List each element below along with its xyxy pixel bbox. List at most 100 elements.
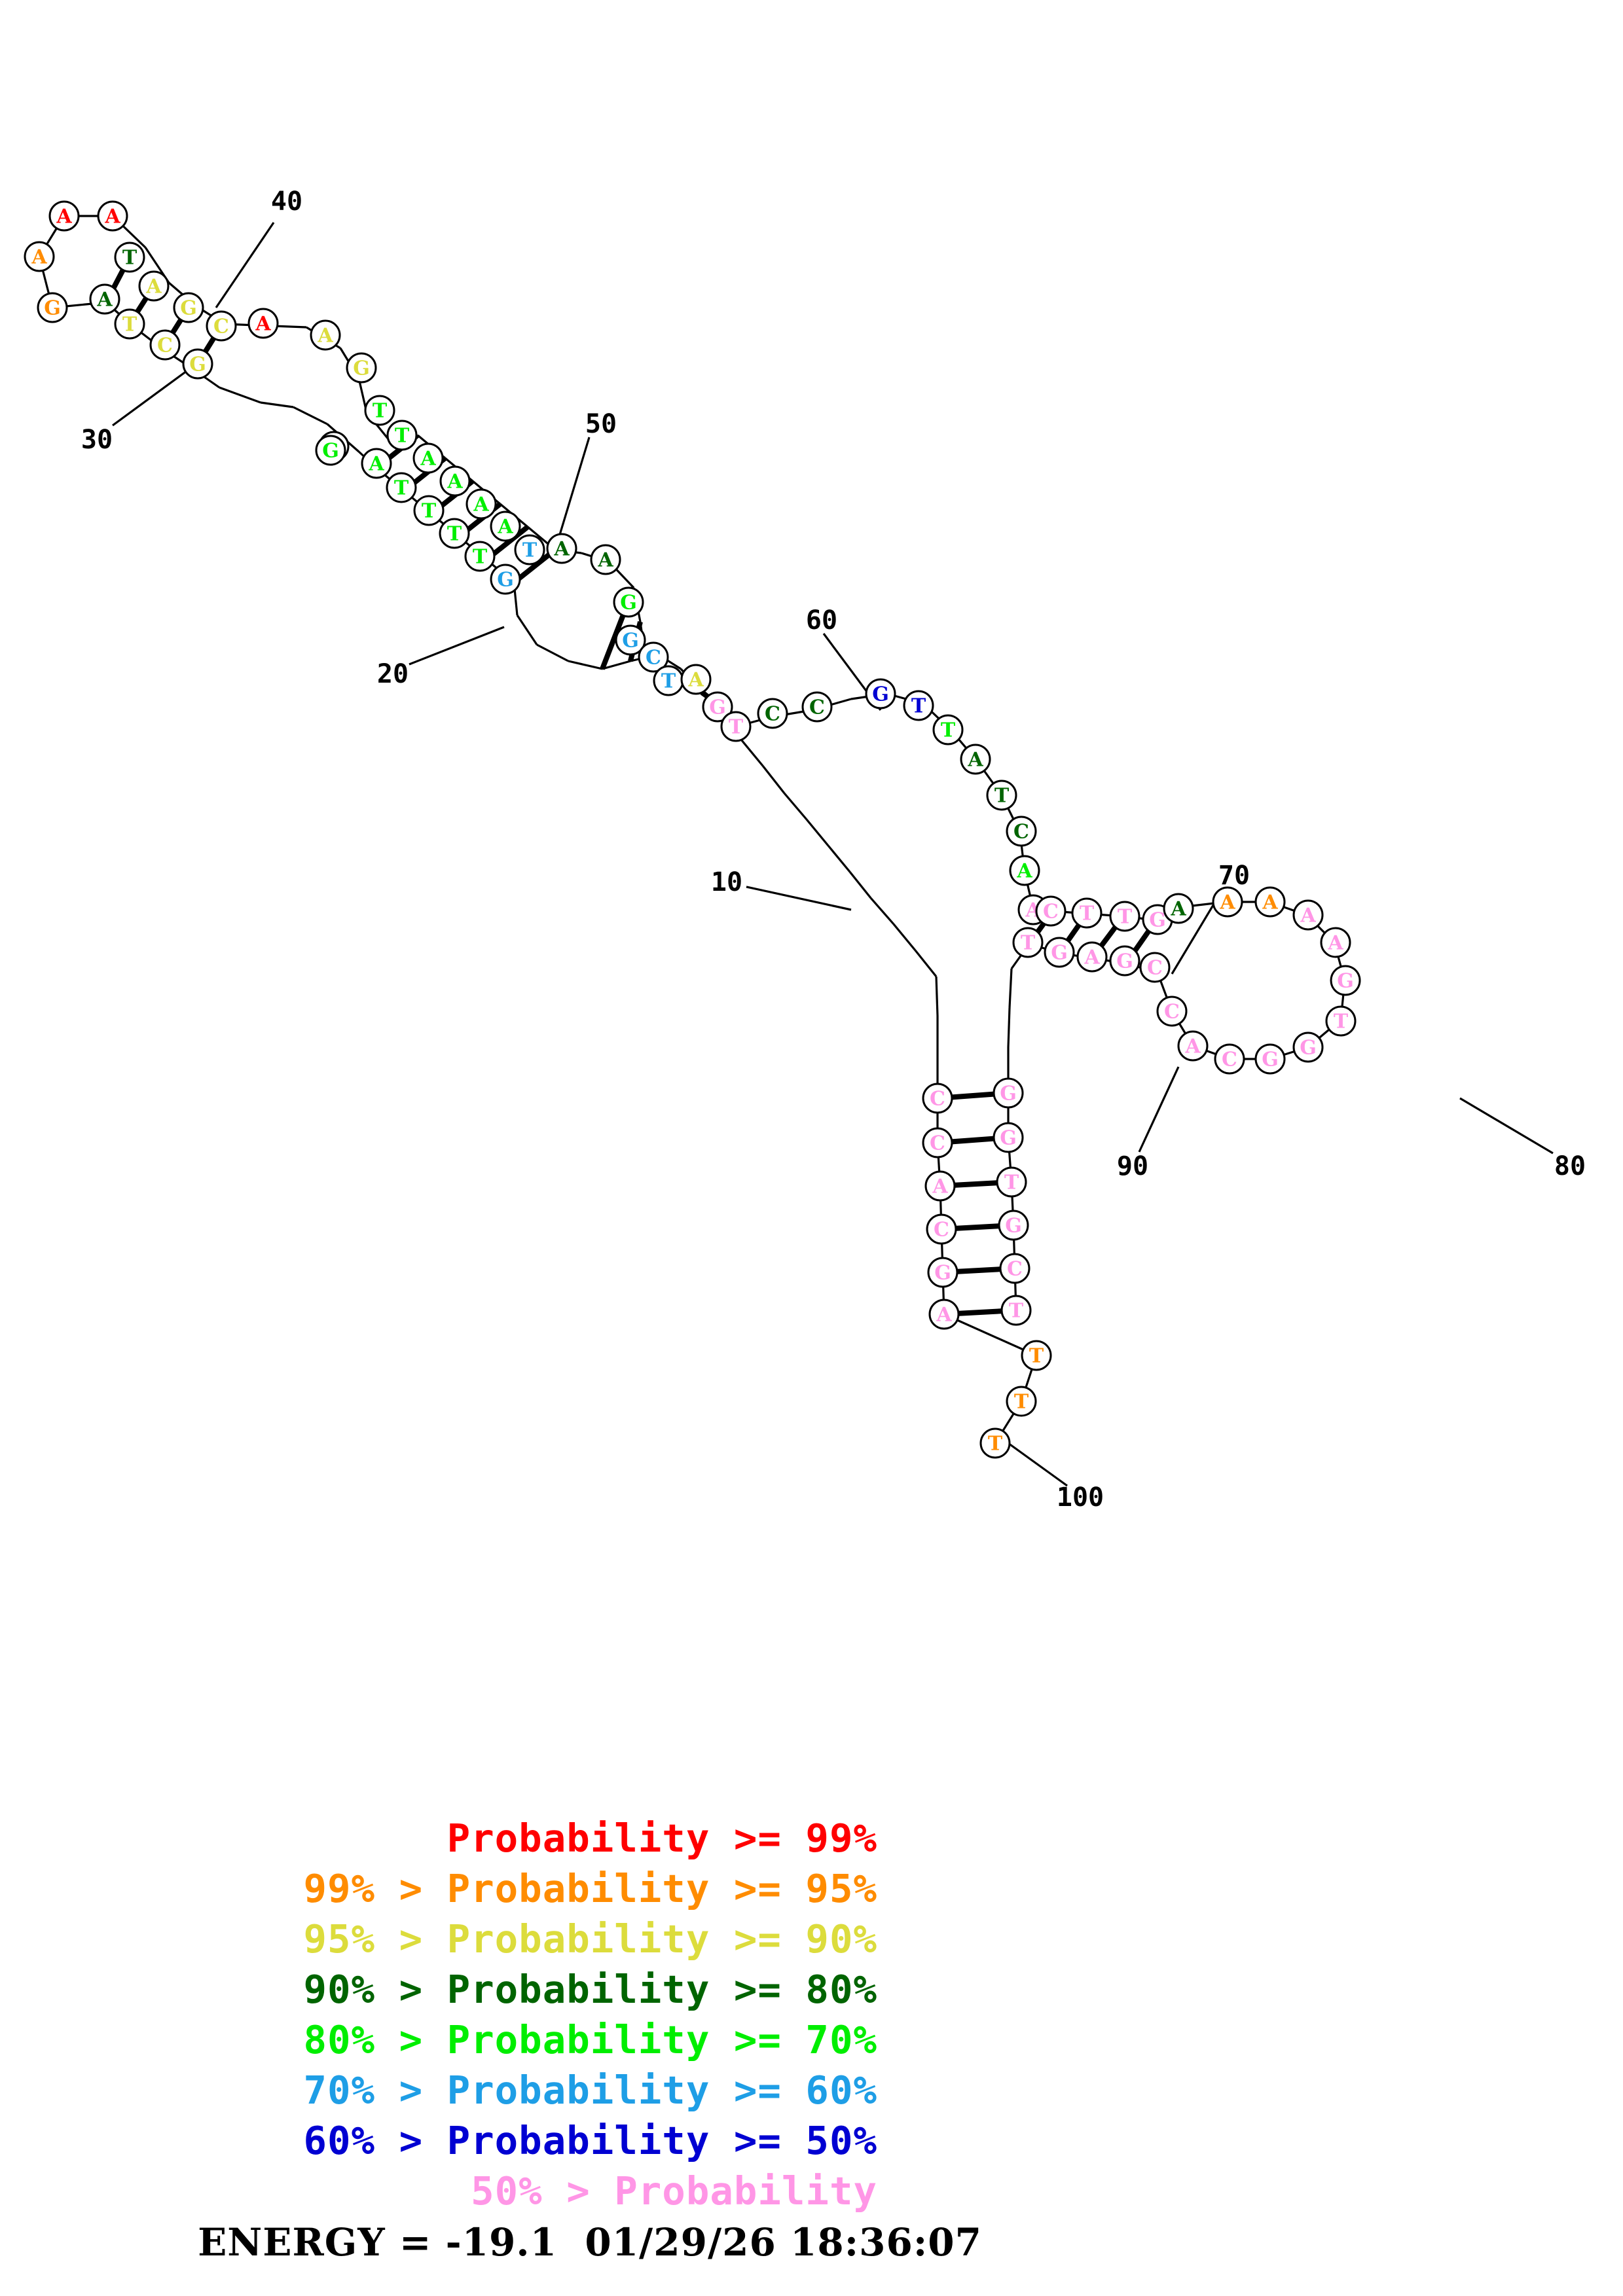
- nucleotide: A: [1163, 893, 1194, 924]
- nucleotide: T: [386, 472, 417, 503]
- nucleotide: C: [149, 329, 181, 361]
- nucleotide-circle: [89, 283, 120, 315]
- nucleotide-circle: [590, 544, 621, 575]
- nucleotide: A: [590, 544, 621, 575]
- nucleotide-letter: T: [1029, 1345, 1044, 1368]
- nucleotide: T: [1325, 1005, 1357, 1037]
- nucleotide: T: [1071, 897, 1103, 929]
- nucleotide-circle: [996, 1166, 1027, 1198]
- nucleotide-circle: [922, 1127, 953, 1158]
- nucleotide-letter: C: [930, 1132, 945, 1155]
- nucleotide: T: [1021, 1340, 1052, 1371]
- position-label: 20: [377, 659, 409, 689]
- nucleotide-letter: C: [1043, 901, 1059, 924]
- nucleotide: T: [514, 534, 545, 565]
- backbone-link: [602, 660, 631, 670]
- nucleotide: G: [993, 1077, 1024, 1109]
- nucleotide-letter: C: [646, 647, 661, 670]
- nucleotide-letter: A: [553, 538, 570, 561]
- nucleotide-letter: T: [122, 314, 137, 336]
- nucleotide: T: [1109, 901, 1140, 932]
- backbone-link: [293, 406, 328, 425]
- backbone-link: [219, 386, 261, 404]
- nucleotide-letter: G: [1051, 942, 1068, 965]
- nucleotide-circle: [114, 308, 145, 340]
- nucleotide-circle: [638, 641, 669, 673]
- nucleotide-letter: G: [620, 592, 637, 615]
- nucleotide: C: [801, 691, 833, 723]
- nucleotide-circle: [1163, 893, 1194, 924]
- nucleotide-circle: [1071, 897, 1103, 929]
- nucleotide: T: [1000, 1295, 1032, 1326]
- nucleotide-circle: [613, 586, 644, 618]
- nucleotide-circle: [801, 691, 833, 723]
- nucleotide: A: [928, 1299, 960, 1330]
- nucleotide: A: [1292, 899, 1324, 931]
- nucleotide-letter: T: [994, 785, 1010, 808]
- nucleotide: C: [757, 698, 788, 729]
- nucleotide: G: [490, 564, 521, 595]
- backbone-link: [1008, 968, 1013, 1009]
- nucleotide-letter: A: [145, 276, 162, 298]
- nucleotide-circle: [1212, 886, 1243, 918]
- position-leader-line: [1008, 1442, 1068, 1487]
- backbone-link: [783, 792, 808, 821]
- nucleotide-circle: [1330, 965, 1361, 996]
- nucleotide-letter: T: [522, 539, 538, 562]
- nucleotide-letter: T: [1021, 932, 1036, 955]
- nucleotide-letter: A: [932, 1175, 948, 1198]
- nucleotide-circle: [37, 292, 68, 323]
- backbone-link: [869, 897, 895, 925]
- nucleotide: C: [1035, 895, 1067, 927]
- nucleotide-letter: A: [1262, 891, 1278, 914]
- nucleotide-letter: G: [189, 353, 206, 376]
- nucleotide-circle: [206, 310, 237, 342]
- position-leader-line: [112, 363, 197, 427]
- nucleotide: A: [680, 664, 712, 695]
- nucleotide-letter: A: [967, 749, 983, 772]
- nucleotide-circle: [138, 270, 170, 302]
- nucleotide: T: [364, 395, 395, 426]
- nucleotide-letter: T: [1009, 1300, 1024, 1323]
- nucleotide-letter: A: [597, 549, 613, 572]
- nucleotide: A: [89, 283, 120, 315]
- nucleotide-letter: G: [353, 357, 370, 380]
- nucleotide-circle: [928, 1299, 960, 1330]
- nucleotide: T: [986, 780, 1017, 811]
- nucleotide-letter: T: [1014, 1391, 1029, 1414]
- nucleotide-circle: [615, 624, 646, 656]
- nucleotide-circle: [1109, 901, 1140, 932]
- nucleotide: G: [865, 678, 896, 709]
- nucleotide: G: [346, 352, 377, 384]
- nucleotide-circle: [247, 308, 279, 339]
- nucleotide-letter: C: [1222, 1049, 1237, 1071]
- nucleotide: A: [924, 1170, 956, 1202]
- nucleotide-circle: [1035, 895, 1067, 927]
- nucleotide: T: [653, 665, 684, 696]
- nucleotide-circle: [1021, 1340, 1052, 1371]
- backbone-link: [892, 923, 917, 952]
- position-leader-line: [554, 437, 591, 550]
- nucleotide-circle: [1109, 945, 1140, 977]
- nucleotide-circle: [1044, 937, 1075, 968]
- nucleotide-circle: [465, 488, 497, 520]
- nucleotide-circle: [1325, 1005, 1357, 1037]
- nucleotide-letter: T: [447, 523, 462, 546]
- nucleotide-letter: A: [1327, 932, 1343, 955]
- nucleotide-letter: A: [368, 453, 384, 476]
- nucleotide-letter: G: [1005, 1215, 1022, 1238]
- nucleotide-circle: [315, 435, 346, 466]
- nucleotide-circle: [114, 242, 145, 273]
- nucleotide-circle: [1006, 816, 1037, 847]
- nucleotide-circle: [1254, 886, 1286, 918]
- position-label: 10: [711, 867, 742, 897]
- nucleotide: G: [173, 292, 204, 323]
- nucleotide-letter: A: [447, 471, 463, 493]
- nucleotide-letter: G: [322, 440, 339, 463]
- nucleotide-letter: A: [1170, 898, 1186, 921]
- nucleotide-circle: [439, 465, 471, 497]
- nucleotide-circle: [757, 698, 788, 729]
- nucleotide-circle: [490, 564, 521, 595]
- nucleotide: A: [48, 200, 80, 232]
- nucleotide-letter: A: [317, 325, 333, 348]
